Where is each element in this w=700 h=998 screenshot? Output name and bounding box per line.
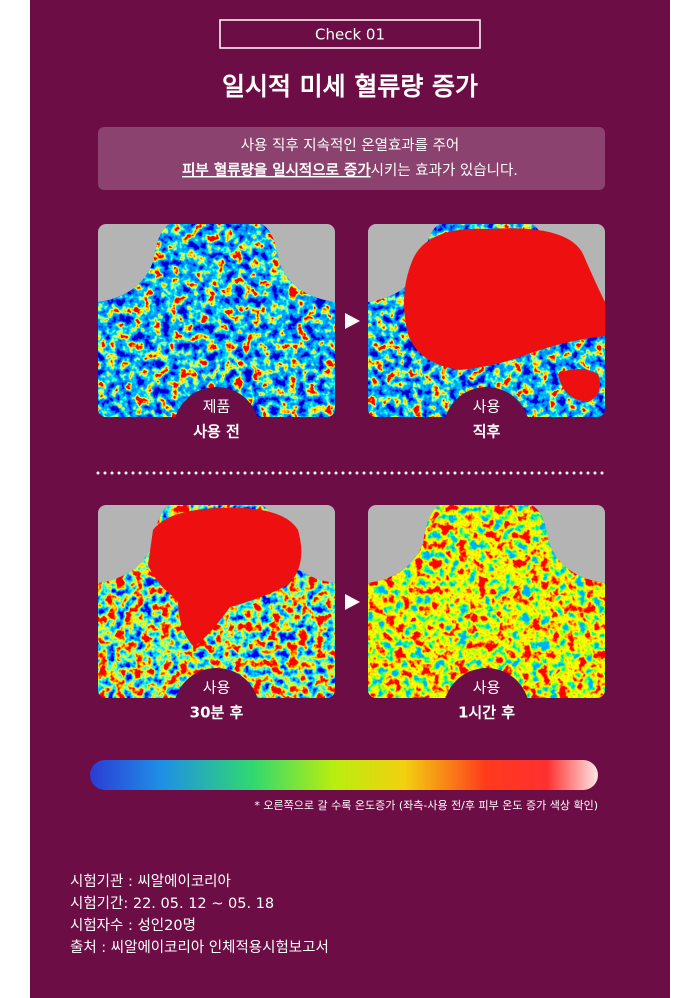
label-bubble: [443, 387, 530, 473]
panel-label-bottom: 사용 전: [193, 423, 240, 441]
heatmap: [98, 505, 335, 698]
description-line: 피부 혈류량을 일시적으로 증가시키는 효과가 있습니다.: [182, 161, 518, 179]
heatmap: [98, 224, 335, 417]
panel-label-top: 사용: [203, 679, 231, 697]
heatmap: [368, 224, 605, 417]
hot-area: [558, 369, 601, 402]
info-line: 출처 : 씨알에이코리아 인체적용시험보고서: [70, 939, 329, 956]
info-line: 시험자수 : 성인20명: [70, 917, 196, 934]
description-rest: 시키는 효과가 있습니다.: [371, 162, 518, 179]
title: 일시적 미세 혈류량 증가: [222, 72, 478, 101]
hot-area: [404, 228, 605, 370]
label-bubble: [173, 387, 260, 473]
body-heat: [98, 224, 335, 417]
panel-label-top: 제품: [203, 398, 231, 416]
panel-label-top: 사용: [473, 398, 501, 416]
panel-label-bottom: 30분 후: [190, 704, 244, 722]
panel-background: [30, 0, 670, 998]
badge: Check 01: [315, 26, 385, 44]
hot-area: [148, 507, 302, 647]
panel-label-bottom: 1시간 후: [458, 704, 515, 722]
badge-box: [219, 19, 481, 49]
label-bubble: [173, 668, 260, 754]
arrow: [345, 313, 360, 329]
color-scale: [90, 760, 598, 790]
description-line: 사용 직후 지속적인 온열효과를 주어: [241, 137, 460, 154]
info-line: 시험기관 : 씨알에이코리아: [70, 873, 231, 890]
description-box: [98, 127, 605, 190]
body-heat: [368, 505, 605, 698]
heatmap: [368, 505, 605, 698]
footnote: * 오른쪽으로 갈 수록 온도증가 (좌측-사용 전/후 피부 온도 증가 색상…: [254, 798, 598, 812]
label-bubble: [443, 668, 530, 754]
description-emphasis: 피부 혈류량을 일시적으로 증가: [182, 161, 371, 179]
info-line: 시험기간: 22. 05. 12 ~ 05. 18: [70, 895, 274, 912]
arrow: [345, 594, 360, 610]
panel-label-top: 사용: [473, 679, 501, 697]
panel-label-bottom: 직후: [473, 423, 501, 441]
